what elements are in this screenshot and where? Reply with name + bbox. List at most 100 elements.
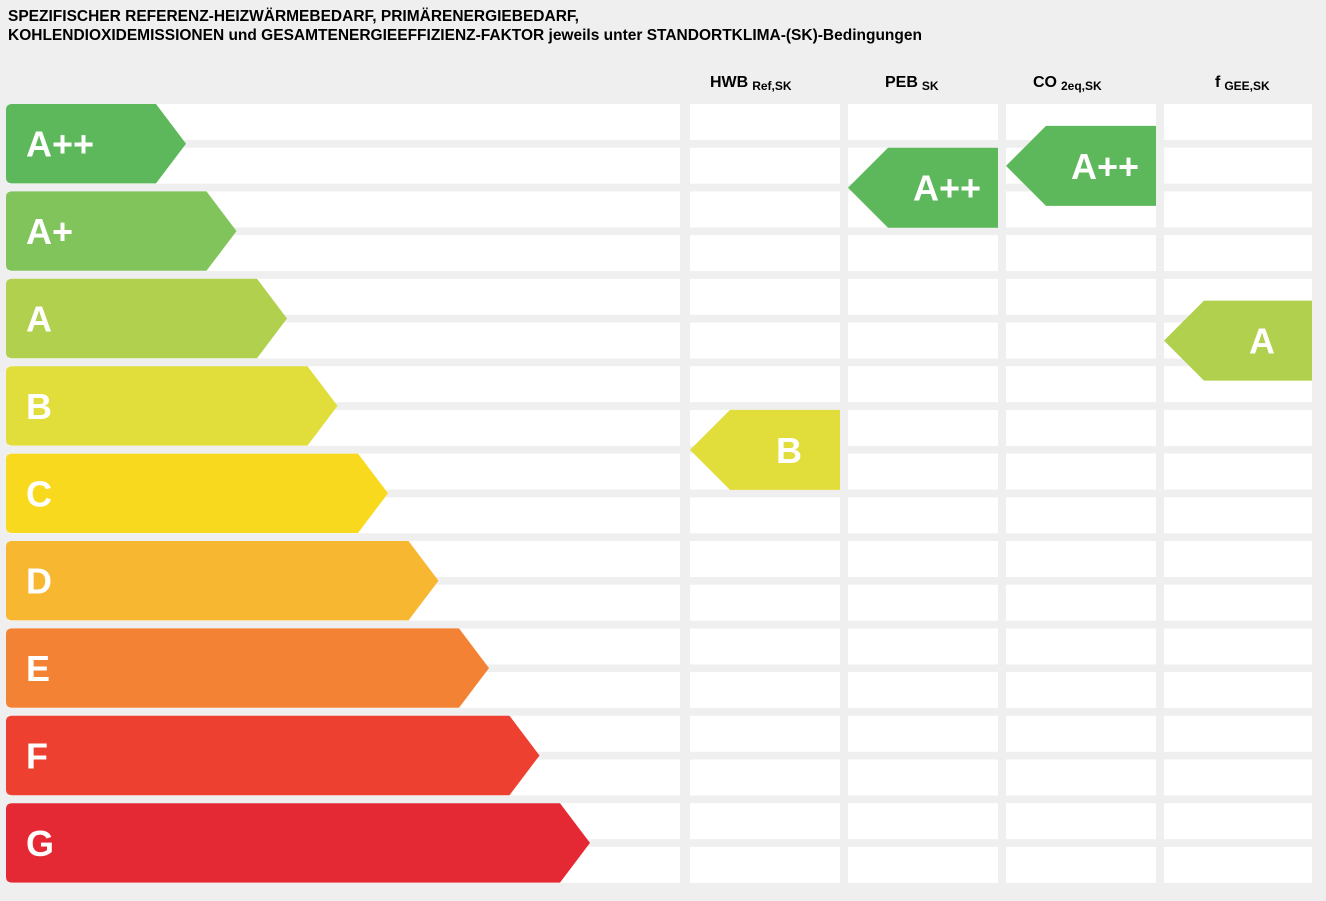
class-arrow-c [6,453,388,533]
grid-stripe [1164,191,1312,228]
column-header-hwb-name: HWB [710,74,749,91]
grid-stripe [1006,715,1156,752]
grid-stripe [690,278,840,315]
grid-stripe [848,497,998,534]
grid-stripe [848,278,998,315]
grid-stripe [690,803,840,840]
grid-stripe [1164,803,1312,840]
grid-stripe [848,628,998,665]
class-label: A+ [26,211,73,252]
grid-stripe [1006,759,1156,796]
grid-stripe [848,846,998,883]
class-label: E [26,648,50,689]
column-header-hwb-sub: Ref,SK [752,79,792,93]
grid-stripe [848,322,998,359]
grid-stripe [690,104,840,140]
grid-stripe [848,672,998,709]
grid-stripe [848,235,998,272]
grid-stripe [690,584,840,621]
grid-stripe [1164,759,1312,796]
grid-stripe [848,584,998,621]
grid-stripe [1006,672,1156,709]
class-arrow-aplus [6,191,237,271]
column-header-hwb: HWB Ref,SK [710,74,792,93]
grid-stripe [690,366,840,403]
grid-stripe [848,409,998,446]
grid-stripe [690,191,840,228]
column-header-fgee: f GEE,SK [1215,74,1270,93]
grid-stripe [848,803,998,840]
grid-stripe [690,759,840,796]
grid-stripe [1164,628,1312,665]
rating-label: A [1249,321,1275,362]
grid-stripe [848,104,998,140]
chart-title-line-2: KOHLENDIOXIDEMISSIONEN und GESAMTENERGIE… [8,27,922,44]
grid-stripe [1164,235,1312,272]
grid-stripe [848,366,998,403]
class-arrow-aplusplus [6,104,186,184]
grid-stripe [848,759,998,796]
class-label: G [26,823,54,864]
grid-stripe [1164,409,1312,446]
column-header-co2-name: CO [1033,74,1057,91]
rating-arrow-peb [848,147,998,228]
grid-stripe [1164,497,1312,534]
grid-stripe [690,846,840,883]
column-header-peb: PEB SK [885,74,939,93]
class-label: D [26,561,52,602]
grid-stripe [1006,409,1156,446]
grid-stripe [1006,278,1156,315]
grid-stripe [690,715,840,752]
grid-stripe [1006,497,1156,534]
rating-arrow-co [1006,125,1156,206]
grid-stripe [1164,453,1312,490]
grid-stripe [1006,541,1156,577]
grid-stripe [1006,453,1156,490]
grid-stripe [1006,803,1156,840]
class-arrow-b [6,366,338,446]
grid-stripe [690,628,840,665]
grid-stripe [1164,147,1312,184]
grid-stripe [690,541,840,577]
class-arrow-a [6,278,287,359]
grid-stripe [690,322,840,359]
rating-arrow-hwb [690,409,840,490]
grid-stripe [1164,104,1312,140]
chart-title-line-1: SPEZIFISCHER REFERENZ-HEIZWÄRMEBEDARF, P… [8,8,579,25]
grid-stripe [1164,672,1312,709]
grid-stripe [1164,541,1312,577]
grid-stripe [848,541,998,577]
column-header-co2: CO 2eq,SK [1033,74,1102,93]
column-header-peb-sub: SK [921,79,939,93]
grid-stripe [1164,846,1312,883]
column-header-fgee-name: f [1215,74,1221,91]
class-arrow-f [6,715,540,796]
grid-stripe [1006,235,1156,272]
class-label: C [26,473,52,514]
column-header-fgee-sub: GEE,SK [1224,79,1270,93]
grid-stripe [690,497,840,534]
class-arrow-g [6,803,590,883]
chart-title: SPEZIFISCHER REFERENZ-HEIZWÄRMEBEDARF, P… [8,7,922,45]
class-label: A++ [26,124,94,165]
rating-label: B [776,430,802,471]
class-arrow-d [6,541,439,621]
grid-stripe [1006,366,1156,403]
grid-stripe [1164,584,1312,621]
rating-arrow-f [1164,300,1312,381]
grid-stripe [690,672,840,709]
class-arrow-e [6,628,489,708]
class-label: B [26,386,52,427]
class-label: A [26,299,52,340]
grid-stripe [690,147,840,184]
grid-stripe [690,235,840,272]
grid-stripe [1006,322,1156,359]
column-header-peb-name: PEB [885,74,918,91]
grid-stripe [848,715,998,752]
grid-stripe [1164,715,1312,752]
column-header-co2-sub: 2eq,SK [1061,79,1102,93]
grid-stripe [848,453,998,490]
grid-stripe [1006,584,1156,621]
rating-label: A++ [913,168,981,209]
